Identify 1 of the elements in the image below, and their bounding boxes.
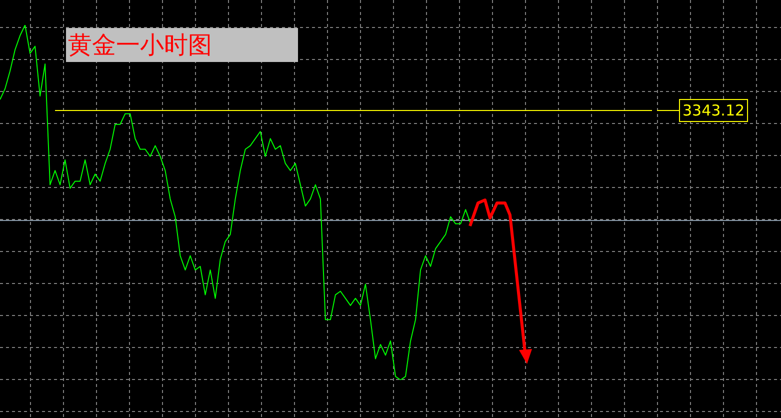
annotation: 3343.12 bbox=[682, 101, 745, 120]
